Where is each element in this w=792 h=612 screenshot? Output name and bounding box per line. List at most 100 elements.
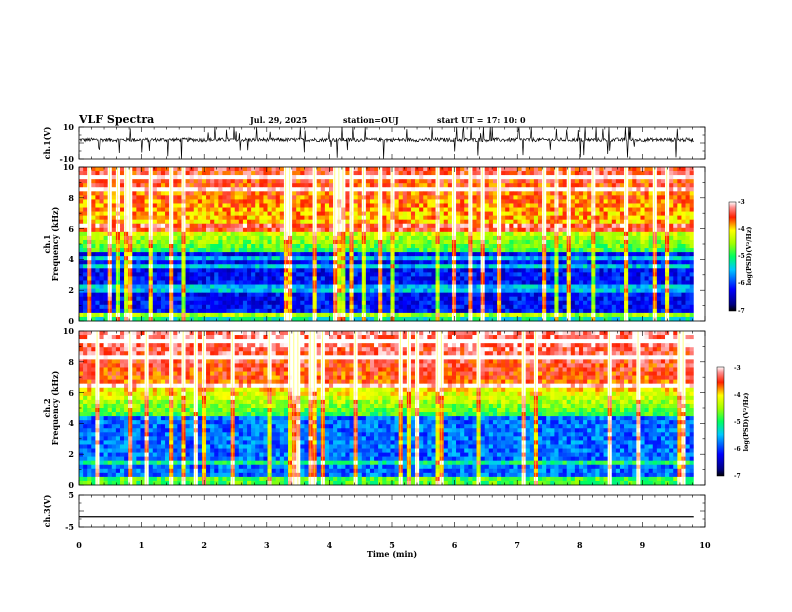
spectrogram-cell: [255, 288, 260, 293]
spectrogram-cell: [431, 211, 436, 216]
spectrogram-cell: [160, 179, 166, 184]
spectrogram-cell: [492, 191, 498, 196]
spectrogram-cell: [435, 284, 440, 289]
spectrogram-cell: [624, 272, 629, 277]
spectrogram-cell: [251, 211, 256, 216]
spectrogram-cell: [312, 292, 317, 297]
spectrogram-cell: [415, 235, 420, 241]
spectrogram-cell: [566, 199, 572, 204]
spectrogram-cell: [95, 207, 100, 212]
spectrogram-cell: [648, 191, 654, 196]
spectrogram-cell: [390, 292, 395, 297]
spectrogram-cell: [558, 252, 563, 257]
spectrogram-cell: [669, 207, 674, 212]
spectrogram-cell: [173, 191, 178, 196]
spectrogram-cell: [169, 268, 174, 273]
spectrogram-cell: [673, 292, 678, 297]
spectrogram-cell: [107, 260, 113, 265]
spectrogram-cell: [484, 175, 490, 180]
spectrogram-cell: [632, 219, 637, 225]
spectrogram-cell: [681, 280, 686, 285]
spectrogram-cell: [480, 199, 486, 204]
spectrogram-cell: [529, 276, 535, 281]
spectrogram-cell: [456, 244, 461, 249]
spectrogram-cell: [169, 195, 174, 200]
spectrogram-cell: [333, 203, 338, 208]
spectrogram-cell: [525, 191, 531, 196]
spectrogram-cell: [214, 211, 219, 216]
spectrogram-cell: [357, 256, 363, 261]
spectrogram-cell: [193, 207, 199, 212]
spectrogram-cell: [386, 227, 391, 233]
spectrogram-cell: [464, 248, 469, 253]
spectrogram-cell: [509, 256, 514, 261]
spectrogram-cell: [574, 239, 580, 245]
spectrogram-cell: [636, 187, 641, 192]
spectrogram-cell: [255, 256, 260, 261]
spectrogram-cell: [492, 272, 498, 277]
spectrogram-cell: [308, 284, 313, 289]
spectrogram-cell: [234, 215, 240, 220]
spectrogram-cell: [357, 183, 363, 188]
spectrogram-cell: [656, 288, 662, 293]
spectrogram-cell: [300, 207, 305, 212]
spectrogram-cell: [501, 280, 506, 285]
spectrogram-cell: [111, 260, 117, 265]
spectrogram-cell: [369, 235, 375, 241]
spectrogram-cell: [505, 171, 510, 176]
spectrogram-cell: [226, 256, 231, 261]
spectrogram-cell: [451, 195, 457, 200]
spectrogram-cell: [238, 227, 244, 233]
spectrogram-cell: [132, 252, 137, 257]
spectrogram-cell: [99, 268, 104, 273]
spectrogram-cell: [173, 239, 178, 245]
spectrogram-cell: [210, 227, 215, 233]
spectrogram-cell: [119, 167, 125, 172]
spectrogram-cell: [349, 199, 354, 204]
spectrogram-cell: [595, 244, 600, 249]
spectrogram-cell: [615, 292, 621, 297]
spectrogram-cell: [509, 288, 514, 293]
spectrogram-cell: [341, 199, 346, 204]
spectrogram-cell: [328, 288, 334, 293]
spectrogram-cell: [361, 296, 367, 302]
spectrogram-cell: [177, 207, 182, 212]
spectrogram-cell: [255, 227, 260, 233]
spectrogram-cell: [288, 215, 293, 220]
spectrogram-cell: [578, 211, 584, 216]
spectrogram-cell: [197, 171, 203, 176]
spectrogram-cell: [554, 256, 559, 261]
spectrogram-cell: [91, 171, 96, 176]
spectrogram-cell: [349, 183, 354, 188]
spectrogram-cell: [550, 260, 555, 265]
spectrogram-cell: [357, 215, 363, 220]
spectrogram-cell: [115, 207, 121, 212]
spectrogram-cell: [87, 252, 92, 257]
spectrogram-cell: [546, 280, 551, 285]
spectrogram-cell: [238, 284, 244, 289]
spectrogram-cell: [382, 256, 387, 261]
spectrogram-cell: [603, 276, 608, 281]
spectrogram-cell: [439, 231, 445, 237]
spectrogram-cell: [156, 187, 162, 192]
spectrogram-cell: [279, 252, 285, 257]
spectrogram-cell: [533, 235, 539, 241]
spectrogram-cell: [234, 284, 240, 289]
spectrogram-cell: [288, 191, 293, 196]
spectrogram-cell: [521, 260, 527, 265]
spectrogram-cell: [476, 244, 481, 249]
spectrogram-cell: [91, 203, 96, 208]
spectrogram-cell: [324, 175, 330, 180]
spectrogram-cell: [632, 288, 637, 293]
spectrogram-cell: [201, 227, 207, 233]
spectrogram-cell: [439, 183, 445, 188]
spectrogram-cell: [406, 187, 412, 192]
spectrogram-cell: [210, 244, 215, 249]
spectrogram-cell: [669, 191, 674, 196]
spectrogram-cell: [328, 183, 334, 188]
spectrogram-cell: [288, 244, 293, 249]
spectrogram-cell: [656, 183, 662, 188]
spectrogram-cell: [644, 183, 649, 188]
spectrogram-cell: [660, 276, 666, 281]
spectrogram-cell: [119, 239, 125, 245]
